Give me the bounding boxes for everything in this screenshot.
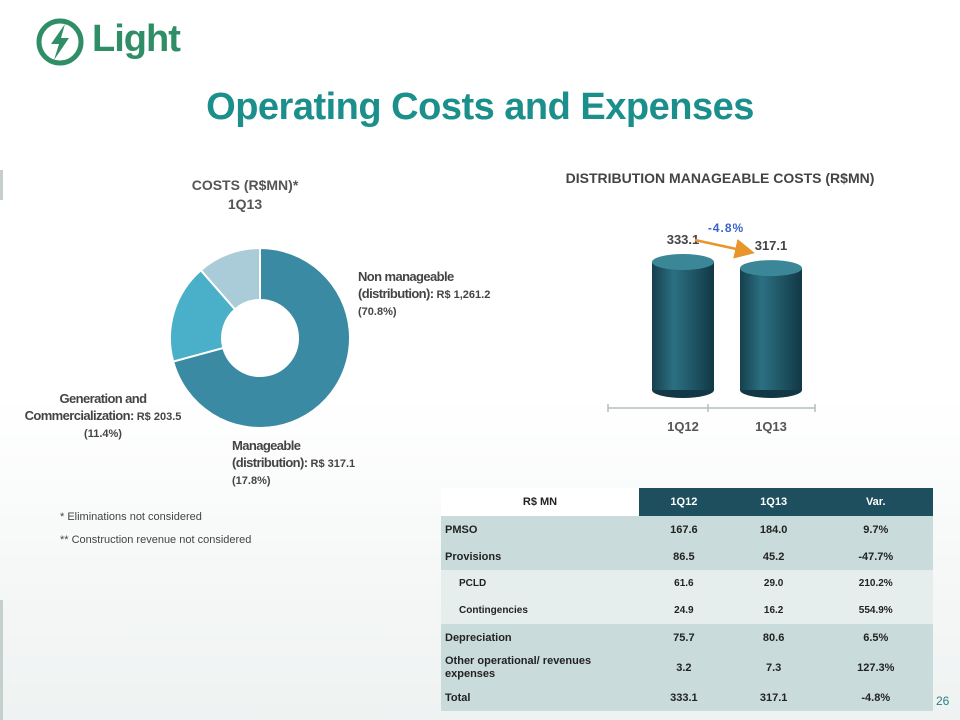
- label-non-manageable-pct: (70.8%): [358, 306, 397, 318]
- table-cell: 45.2: [728, 543, 819, 570]
- costs-table: R$ MN 1Q12 1Q13 Var. PMSO 167.6 184.0 9.…: [441, 488, 933, 711]
- logo-text: Light: [92, 18, 181, 60]
- table-cell: 167.6: [639, 516, 729, 543]
- label-manageable-pct: (17.8%): [232, 475, 271, 487]
- left-edge-line: [0, 170, 3, 200]
- table-header-cell: R$ MN: [441, 488, 639, 516]
- label-generation: Generation and Commercialization: R$ 203…: [8, 390, 198, 443]
- bar-chart-title: DISTRIBUTION MANAGEABLE COSTS (R$MN): [565, 170, 875, 186]
- table-header-cell: 1Q13: [728, 488, 819, 516]
- label-generation-pct: (11.4%): [84, 428, 122, 440]
- table-cell: 333.1: [639, 684, 729, 711]
- table-cell: 24.9: [639, 597, 729, 624]
- page-number: 26: [936, 694, 950, 708]
- logo-icon: [36, 18, 84, 66]
- table-cell-label: PMSO: [441, 516, 639, 543]
- table-row: Provisions 86.5 45.2 -47.7%: [441, 543, 933, 570]
- donut-chart: [169, 246, 351, 429]
- bar-cylinder-1Q12: [652, 254, 714, 398]
- table-row: Total 333.1 317.1 -4.8%: [441, 684, 933, 711]
- label-non-manageable: Non manageable (distribution): R$ 1,261.…: [358, 268, 490, 321]
- label-manageable: Manageable (distribution): R$ 317.1 (17.…: [232, 437, 355, 490]
- table-cell-label: Contingencies: [441, 597, 639, 624]
- bar-chart: 333.1 1Q12 317.1 1Q13 -4.8%: [607, 221, 816, 434]
- table-cell: 75.7: [639, 624, 729, 651]
- table-cell: 210.2%: [818, 570, 933, 597]
- left-edge-line-lower: [0, 600, 3, 720]
- bar-value-label: 317.1: [755, 238, 788, 253]
- label-non-manageable-line2: (distribution):: [358, 286, 434, 301]
- bar-category-label: 1Q13: [755, 419, 787, 434]
- donut-title-line2: 1Q13: [227, 196, 263, 212]
- donut-title-line1: COSTS (R$MN)*: [191, 177, 299, 193]
- donut-slice-non-manageable: [171, 246, 351, 429]
- donut-title: COSTS (R$MN)* 1Q13: [150, 176, 340, 214]
- label-non-manageable-line1: Non manageable: [358, 269, 454, 284]
- change-arrow: [694, 238, 755, 259]
- label-generation-value: R$ 203.5: [136, 411, 182, 423]
- table-cell: 80.6: [728, 624, 819, 651]
- table-cell-label: PCLD: [441, 570, 639, 597]
- table-cell: 554.9%: [818, 597, 933, 624]
- table-cell: 16.2: [728, 597, 819, 624]
- table-cell-label: Other operational/ revenues expenses: [441, 651, 639, 684]
- table-cell: 29.0: [728, 570, 819, 597]
- label-generation-line1: Generation and: [59, 391, 148, 406]
- table-cell: 317.1: [728, 684, 819, 711]
- table-cell: 86.5: [639, 543, 729, 570]
- table-cell: 184.0: [728, 516, 819, 543]
- table-cell-label: Total: [441, 684, 639, 711]
- table-cell-label: Depreciation: [441, 624, 639, 651]
- table-cell: 127.3%: [818, 651, 933, 684]
- table-row: PMSO 167.6 184.0 9.7%: [441, 516, 933, 543]
- label-manageable-line1: Manageable: [232, 438, 301, 453]
- table-cell-label: Provisions: [441, 543, 639, 570]
- label-non-manageable-value: R$ 1,261.2: [436, 289, 491, 301]
- table-header-row: R$ MN 1Q12 1Q13 Var.: [441, 488, 933, 516]
- bar-cylinder-1Q13: [740, 260, 802, 398]
- label-manageable-value: R$ 317.1: [310, 458, 356, 470]
- table-header-cell: Var.: [818, 488, 933, 516]
- table-cell: 61.6: [639, 570, 729, 597]
- table-row: Other operational/ revenues expenses 3.2…: [441, 651, 933, 684]
- table-row: Depreciation 75.7 80.6 6.5%: [441, 624, 933, 651]
- bar-value-label: 333.1: [667, 232, 700, 247]
- table-cell: -47.7%: [818, 543, 933, 570]
- table-cell: 6.5%: [818, 624, 933, 651]
- donut-slice-generation: [199, 246, 261, 311]
- footnote-2: ** Construction revenue not considered: [60, 534, 252, 546]
- bar-category-label: 1Q12: [667, 419, 699, 434]
- change-label: -4.8%: [708, 221, 744, 235]
- table-cell: 7.3: [728, 651, 819, 684]
- table-cell: 9.7%: [818, 516, 933, 543]
- table-header-cell: 1Q12: [639, 488, 729, 516]
- label-generation-line2: Commercialization:: [24, 408, 135, 423]
- footnote-1: * Eliminations not considered: [60, 511, 202, 523]
- table-cell: 3.2: [639, 651, 729, 684]
- table-row: Contingencies 24.9 16.2 554.9%: [441, 597, 933, 624]
- table-row: PCLD 61.6 29.0 210.2%: [441, 570, 933, 597]
- page-title: Operating Costs and Expenses: [206, 86, 754, 128]
- table-cell: -4.8%: [818, 684, 933, 711]
- label-manageable-line2: (distribution):: [232, 455, 308, 470]
